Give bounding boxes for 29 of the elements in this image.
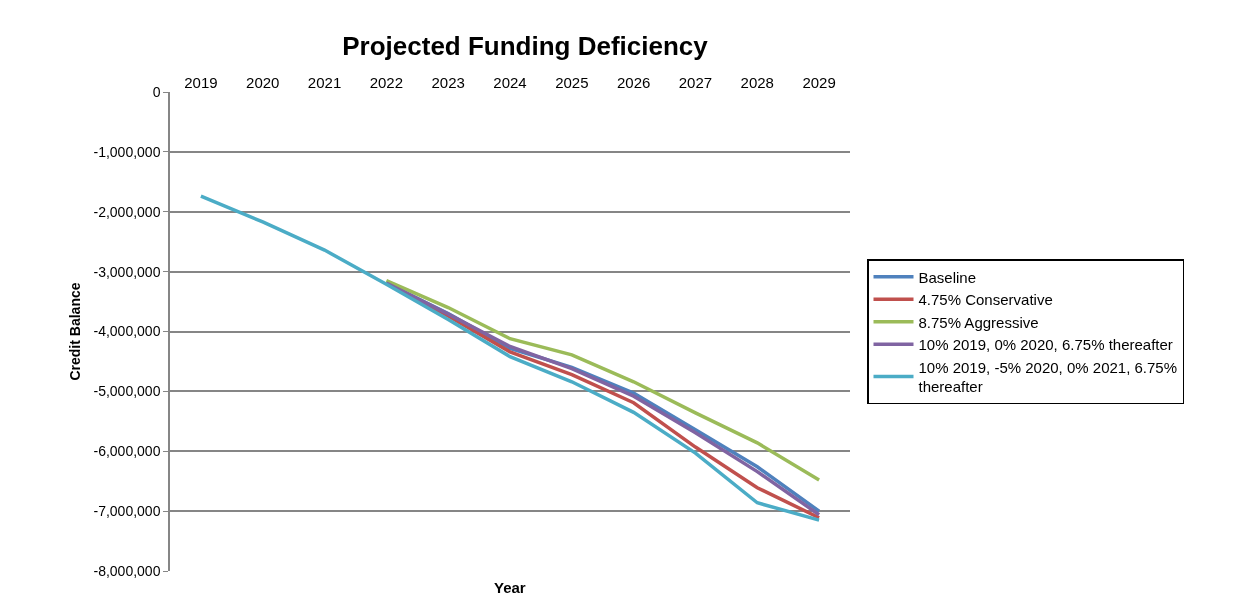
x-tick-label: 2022 — [369, 74, 404, 91]
x-tick-label: 2020 — [246, 74, 280, 91]
line-series — [199, 194, 821, 522]
x-tick-label: 2024 — [493, 74, 527, 91]
legend-label: 4.75% Conservative — [918, 291, 1053, 309]
legend-label: Baseline — [918, 268, 977, 286]
y-tick-label: -1,000,000 — [93, 143, 161, 160]
y-tick-label: -5,000,000 — [93, 383, 161, 400]
x-tick-label: 2023 — [431, 74, 465, 91]
x-tick-label: 2028 — [740, 74, 774, 91]
y-axis-title: Credit Balance — [66, 282, 83, 381]
y-tick-label: -8,000,000 — [93, 562, 161, 579]
y-tick-label: -6,000,000 — [93, 443, 161, 460]
x-tick-label: 2021 — [307, 74, 342, 91]
y-tick-label: -2,000,000 — [93, 203, 161, 220]
legend-label: 10% 2019, -5% 2020, 0% 2021, 6.75% thereafter — [918, 358, 1178, 396]
legend-label: 8.75% Aggressive — [918, 313, 1039, 331]
y-tick-label: -7,000,000 — [93, 503, 161, 520]
y-tick-label: 0 — [152, 83, 161, 100]
x-tick-label: 2029 — [802, 74, 836, 91]
y-tick-label: -4,000,000 — [93, 323, 161, 340]
chart-title: Projected Funding Deficiency — [342, 30, 709, 61]
x-tick-label: 2027 — [678, 74, 713, 91]
x-tick-label: 2019 — [184, 74, 218, 91]
y-tick-label: -3,000,000 — [93, 263, 161, 280]
x-tick-label: 2025 — [555, 74, 589, 91]
legend-label: 10% 2019, 0% 2020, 6.75% thereafter — [918, 336, 1173, 354]
x-tick-label: 2026 — [616, 74, 651, 91]
x-axis-title: Year — [494, 579, 526, 596]
